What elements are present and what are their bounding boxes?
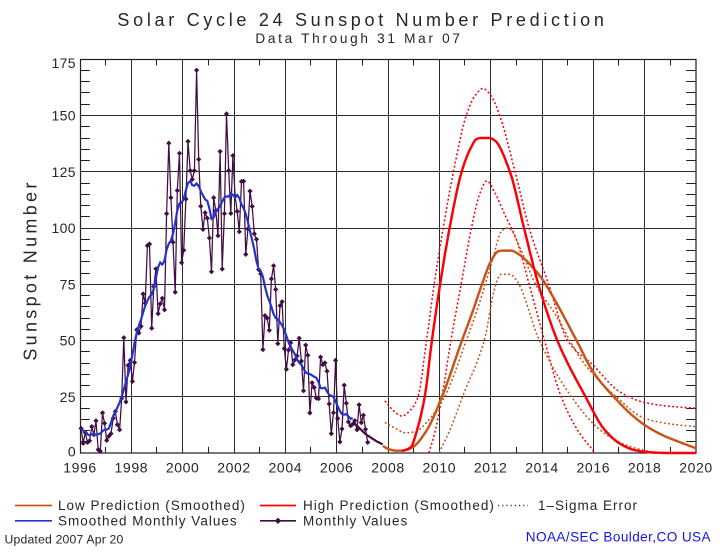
svg-text:2018: 2018 — [628, 460, 662, 476]
svg-text:Sunspot Number: Sunspot Number — [21, 179, 41, 360]
svg-text:150: 150 — [51, 107, 76, 123]
svg-text:NOAA/SEC Boulder,CO USA: NOAA/SEC Boulder,CO USA — [526, 529, 712, 544]
svg-text:2004: 2004 — [269, 460, 303, 476]
svg-text:High Prediction (Smoothed): High Prediction (Smoothed) — [303, 498, 495, 513]
svg-text:Monthly Values: Monthly Values — [303, 513, 408, 528]
svg-text:Updated 2007 Apr 20: Updated 2007 Apr 20 — [5, 533, 124, 547]
svg-text:2006: 2006 — [320, 460, 354, 476]
svg-text:2008: 2008 — [371, 460, 405, 476]
svg-text:Solar Cycle 24 Sunspot Number: Solar Cycle 24 Sunspot Number Prediction — [117, 10, 607, 30]
svg-text:2016: 2016 — [577, 460, 611, 476]
svg-text:2002: 2002 — [217, 460, 251, 476]
svg-text:50: 50 — [60, 333, 76, 349]
svg-text:2014: 2014 — [525, 460, 559, 476]
svg-text:125: 125 — [51, 164, 76, 180]
svg-text:Smoothed Monthly Values: Smoothed Monthly Values — [58, 513, 238, 528]
svg-text:1998: 1998 — [115, 460, 149, 476]
svg-text:2010: 2010 — [423, 460, 457, 476]
svg-text:175: 175 — [51, 55, 76, 71]
svg-text:25: 25 — [60, 389, 76, 405]
svg-text:2012: 2012 — [474, 460, 508, 476]
svg-text:Data Through 31 Mar 07: Data Through 31 Mar 07 — [255, 31, 462, 46]
svg-text:Low Prediction (Smoothed): Low Prediction (Smoothed) — [58, 498, 246, 513]
svg-text:0: 0 — [68, 444, 76, 460]
svg-text:2020: 2020 — [679, 460, 713, 476]
svg-text:1–Sigma Error: 1–Sigma Error — [538, 498, 638, 513]
svg-text:100: 100 — [51, 220, 76, 236]
svg-text:75: 75 — [60, 276, 76, 292]
svg-text:1996: 1996 — [63, 460, 97, 476]
svg-text:2000: 2000 — [166, 460, 200, 476]
